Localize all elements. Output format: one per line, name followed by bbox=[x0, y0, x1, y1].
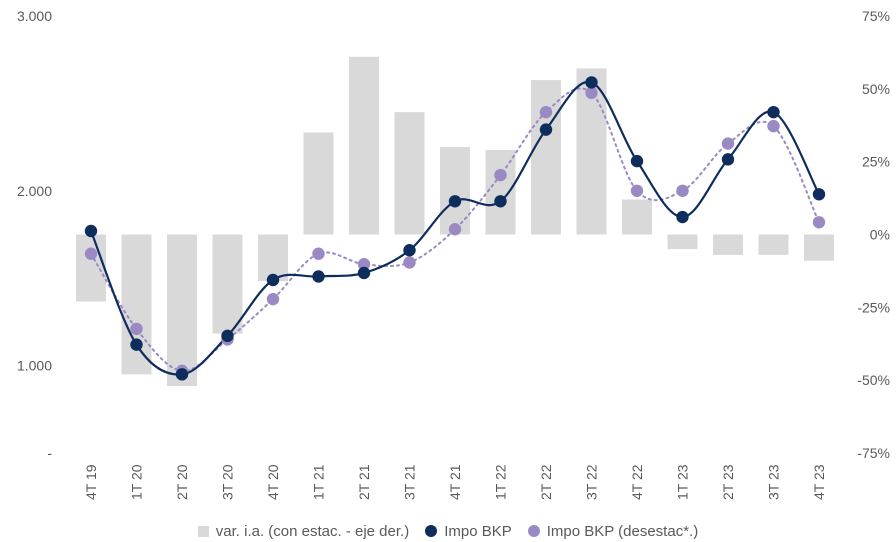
impo-bkp-desestac-point bbox=[84, 247, 98, 260]
x-tick-label: 1T 20 bbox=[129, 464, 145, 500]
left-tick-label: 1.000 bbox=[17, 358, 52, 374]
impo-bkp-desestac-point bbox=[585, 86, 598, 100]
bar bbox=[349, 56, 379, 235]
x-tick-label: 2T 20 bbox=[174, 464, 190, 500]
bar bbox=[303, 132, 334, 235]
left-tick-label: 2.000 bbox=[17, 183, 52, 199]
legend-swatch-impo bbox=[425, 525, 438, 537]
impo-bkp-desestac-point bbox=[767, 119, 780, 133]
legend-label-impo-desestac: Impo BKP (desestac*.) bbox=[546, 522, 699, 540]
bar bbox=[758, 234, 789, 255]
legend-item-bar: var. i.a. (con estac. - eje der.) bbox=[197, 522, 410, 540]
legend-label-impo: Impo BKP bbox=[444, 522, 512, 540]
impo-bkp-desestac-line bbox=[90, 87, 820, 372]
impo-bkp-desestac-point bbox=[676, 184, 689, 197]
x-axis-ticks: 4T 19 1T 20 2T 20 3T 20 4T 20 1T 21 2T 21 3T 21… bbox=[83, 464, 827, 500]
impo-bkp-desestac-point bbox=[266, 292, 280, 306]
legend-item-impo: Impo BKP bbox=[425, 523, 512, 540]
point-markers bbox=[84, 76, 826, 381]
right-tick-label: 50% bbox=[862, 81, 890, 97]
x-tick-label: 3T 23 bbox=[766, 464, 782, 500]
impo-bkp-desestac-point bbox=[312, 247, 325, 260]
impo-bkp-point bbox=[266, 273, 280, 287]
impo-bkp-point bbox=[721, 153, 735, 166]
x-tick-label: 4T 21 bbox=[447, 464, 463, 500]
impo-bkp-desestac-point bbox=[357, 258, 371, 271]
impo-bkp-point bbox=[767, 105, 780, 119]
legend-swatch-bar bbox=[197, 525, 209, 537]
impo-bkp-desestac-point bbox=[448, 223, 462, 236]
impo-bkp-desestac-point bbox=[721, 137, 735, 150]
right-tick-label: -75% bbox=[857, 445, 890, 461]
x-tick-label: 2T 23 bbox=[720, 464, 736, 500]
bar bbox=[804, 234, 834, 261]
legend-item-impo-desestac: Impo BKP (desestac*.) bbox=[527, 522, 699, 540]
impo-bkp-point bbox=[130, 338, 143, 351]
left-tick-label: - bbox=[47, 445, 52, 461]
chart: -75% -50% -25% 0% 25% 50% 75% - 1.000 2.000 3.000… bbox=[17, 8, 890, 500]
impo-bkp-point bbox=[630, 154, 644, 168]
impo-bkp-desestac-point bbox=[630, 184, 644, 197]
bar-series bbox=[76, 56, 834, 386]
right-tick-label: 0% bbox=[870, 227, 890, 243]
legend-swatch-impo-desestac bbox=[527, 525, 540, 537]
impo-bkp-line bbox=[89, 80, 820, 376]
x-tick-label: 1T 22 bbox=[493, 464, 509, 500]
impo-bkp-desestac-point bbox=[539, 105, 553, 119]
impo-bkp-point bbox=[84, 224, 98, 238]
impo-bkp-desestac-point bbox=[130, 322, 143, 336]
left-axis-ticks: - 1.000 2.000 3.000 bbox=[17, 8, 52, 461]
x-tick-label: 3T 20 bbox=[220, 464, 236, 500]
x-tick-label: 3T 21 bbox=[402, 464, 418, 500]
impo-bkp-desestac-point bbox=[494, 168, 507, 182]
bar bbox=[121, 234, 152, 375]
bar bbox=[531, 80, 561, 235]
x-tick-label: 1T 21 bbox=[311, 464, 327, 500]
impo-bkp-desestac-point bbox=[403, 256, 416, 269]
impo-bkp-desestac-point bbox=[812, 216, 826, 229]
x-tick-label: 3T 22 bbox=[584, 464, 600, 500]
bar bbox=[167, 234, 197, 386]
legend: var. i.a. (con estac. - eje der.) Impo B… bbox=[0, 520, 896, 542]
right-tick-label: 75% bbox=[862, 8, 890, 24]
impo-bkp-point bbox=[175, 368, 189, 381]
right-axis-ticks: -75% -50% -25% 0% 25% 50% 75% bbox=[857, 8, 890, 461]
right-tick-label: -25% bbox=[857, 299, 890, 315]
bar bbox=[76, 234, 106, 302]
x-tick-label: 4T 23 bbox=[811, 464, 827, 500]
bar bbox=[667, 234, 698, 250]
impo-bkp-point bbox=[585, 76, 598, 89]
left-tick-label: 3.000 bbox=[17, 8, 52, 24]
x-tick-label: 4T 22 bbox=[629, 464, 645, 500]
impo-bkp-point bbox=[676, 210, 689, 224]
impo-bkp-point bbox=[539, 123, 553, 136]
x-tick-label: 2T 21 bbox=[356, 464, 372, 500]
bar bbox=[394, 112, 425, 235]
right-tick-label: -50% bbox=[857, 372, 890, 388]
impo-bkp-point bbox=[448, 195, 462, 208]
bar bbox=[212, 234, 243, 334]
x-tick-label: 2T 22 bbox=[538, 464, 554, 500]
legend-label-bar: var. i.a. (con estac. - eje der.) bbox=[215, 522, 410, 540]
impo-bkp-point bbox=[812, 188, 826, 201]
impo-bkp-point bbox=[357, 266, 371, 280]
impo-bkp-point bbox=[312, 270, 325, 283]
right-tick-label: 25% bbox=[862, 154, 890, 170]
bar bbox=[713, 234, 743, 255]
line-series bbox=[89, 80, 820, 376]
impo-bkp-point bbox=[221, 329, 234, 343]
impo-bkp-point bbox=[494, 195, 507, 208]
bar bbox=[622, 199, 652, 235]
impo-bkp-point bbox=[403, 244, 416, 257]
bar bbox=[258, 234, 288, 282]
x-tick-label: 4T 20 bbox=[265, 464, 281, 500]
bar bbox=[440, 147, 470, 235]
bar bbox=[485, 150, 516, 235]
x-tick-label: 4T 19 bbox=[83, 464, 99, 500]
x-tick-label: 1T 23 bbox=[675, 464, 691, 500]
